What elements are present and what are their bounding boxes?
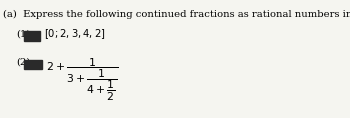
Text: $2 + \dfrac{1}{3 + \dfrac{1}{4 + \dfrac{1}{2}}}$: $2 + \dfrac{1}{3 + \dfrac{1}{4 + \dfrac{… [46,57,119,103]
FancyBboxPatch shape [24,60,42,69]
Text: (2): (2) [16,58,30,67]
Text: (a)  Express the following continued fractions as rational numbers in lowest ter: (a) Express the following continued frac… [4,9,350,19]
Text: (1): (1) [16,29,30,38]
FancyBboxPatch shape [24,31,40,41]
Text: $[0; 2, 3, 4, 2]$: $[0; 2, 3, 4, 2]$ [44,27,106,41]
